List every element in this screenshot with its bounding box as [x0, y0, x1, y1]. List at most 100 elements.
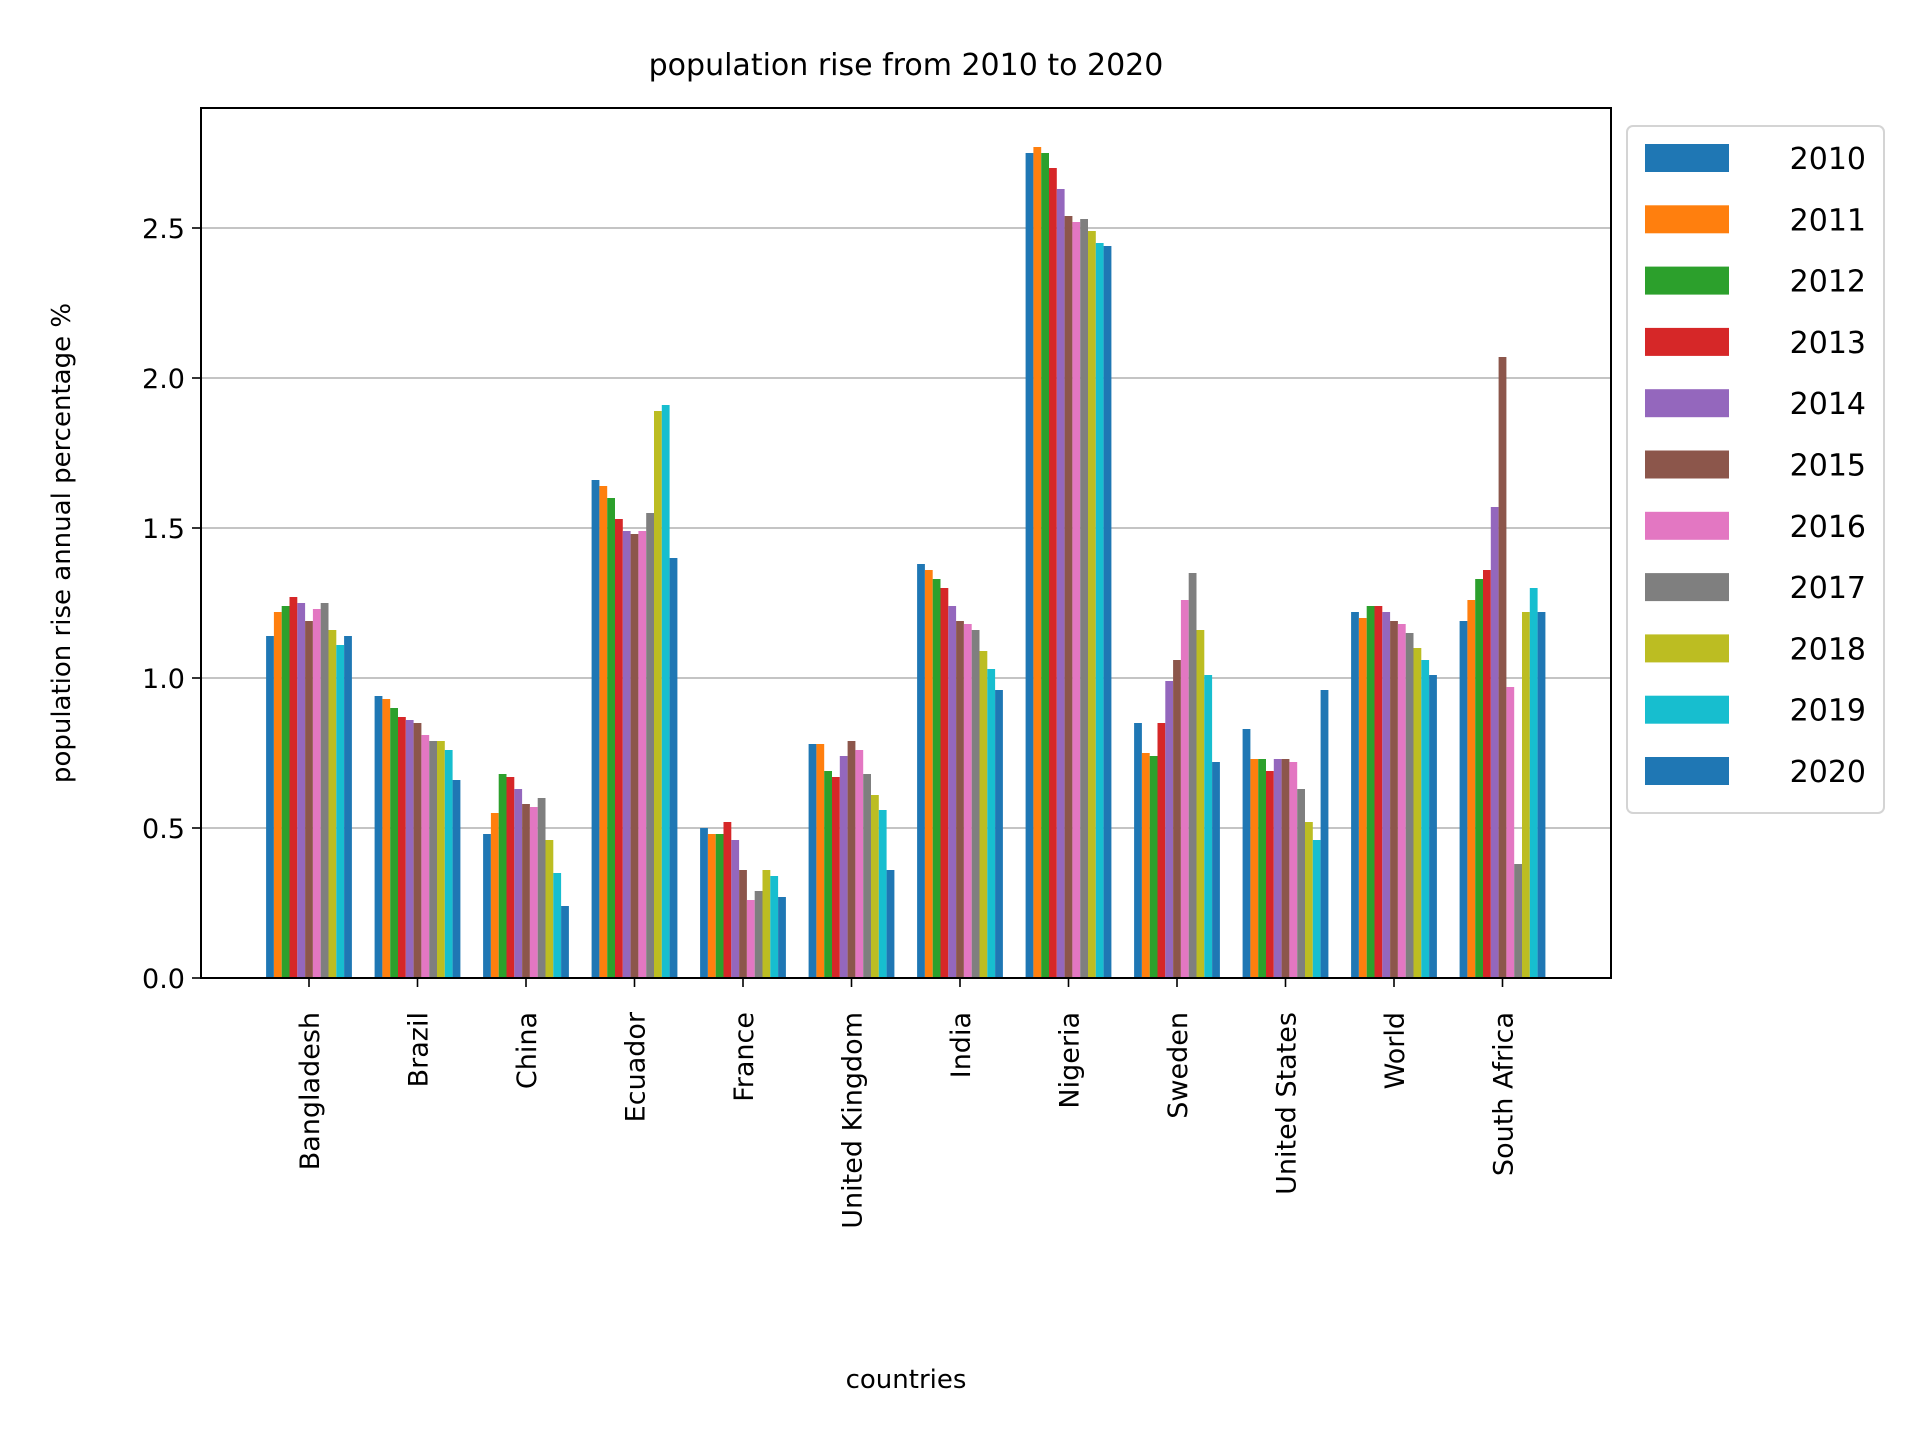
bar — [374, 696, 383, 978]
bar — [669, 558, 678, 978]
bar — [1134, 723, 1142, 978]
bar — [924, 570, 933, 978]
bar — [700, 828, 708, 978]
bar — [529, 807, 538, 978]
bar — [646, 513, 654, 978]
legend-label: 2016 — [1790, 510, 1866, 545]
legend-swatch — [1645, 266, 1729, 295]
bar — [715, 834, 724, 978]
legend-swatch — [1645, 695, 1729, 724]
bar — [1397, 624, 1406, 978]
bar — [739, 870, 747, 978]
bar — [1382, 612, 1391, 978]
bar — [1281, 759, 1290, 978]
bar — [1266, 771, 1274, 978]
bar — [1149, 756, 1158, 978]
bar — [1033, 147, 1042, 978]
bar — [281, 606, 290, 978]
bar — [305, 621, 313, 978]
bars — [266, 147, 1546, 978]
bar — [1173, 660, 1181, 978]
bar — [506, 777, 515, 978]
legend-label: 2014 — [1790, 387, 1866, 422]
bar — [661, 405, 670, 978]
bar — [545, 840, 554, 978]
bar — [1258, 759, 1266, 978]
plot-frame — [200, 107, 1612, 979]
bar — [522, 804, 530, 978]
legend-swatch — [1645, 573, 1729, 602]
x-tick-label: United States — [1272, 1012, 1303, 1195]
bar — [1157, 723, 1166, 978]
bar — [444, 750, 453, 978]
bar — [1506, 687, 1515, 978]
bar — [1514, 864, 1522, 978]
bar — [1459, 621, 1468, 978]
legend-label: 2020 — [1790, 755, 1866, 790]
bar — [871, 795, 879, 978]
bar — [1080, 219, 1088, 978]
y-tick-label: 2.5 — [142, 214, 185, 245]
bar — [320, 603, 329, 978]
bar — [591, 480, 600, 978]
bar — [723, 822, 732, 978]
bar — [832, 777, 840, 978]
bar — [1522, 612, 1530, 978]
legend-label: 2015 — [1790, 449, 1866, 484]
bar — [437, 741, 445, 978]
y-axis-label: population rise annual percentage % — [47, 303, 77, 783]
bar — [878, 810, 887, 978]
bar — [599, 486, 608, 978]
bar — [490, 813, 499, 978]
bar — [824, 771, 832, 978]
bar — [1064, 216, 1073, 978]
x-tick-label: United Kingdom — [838, 1012, 869, 1229]
bar — [987, 669, 996, 978]
bar — [1273, 759, 1282, 978]
bar — [1467, 600, 1476, 978]
bar — [995, 690, 1003, 978]
legend-swatch — [1645, 450, 1729, 479]
bar — [707, 834, 716, 978]
bar — [1312, 840, 1321, 978]
x-tick-label: Bangladesh — [295, 1012, 326, 1170]
legend-swatch — [1645, 634, 1729, 663]
legend-swatch — [1645, 757, 1729, 785]
bar — [1041, 153, 1049, 978]
bar — [917, 564, 925, 978]
bar — [483, 834, 491, 978]
bar — [1180, 600, 1189, 978]
x-tick-label: South Africa — [1489, 1012, 1520, 1176]
bar — [405, 720, 414, 978]
bar — [1025, 153, 1034, 978]
legend-label: 2011 — [1790, 203, 1866, 238]
bar — [1413, 648, 1422, 978]
bar — [1537, 612, 1546, 978]
bar — [1483, 570, 1491, 978]
bar — [1289, 762, 1298, 978]
axis-ticks: 0.0 0.5 1.0 1.5 2.0 2.5 Bangladesh Brazil China E… — [142, 214, 1519, 1229]
bar — [1358, 618, 1367, 978]
legend-swatch — [1645, 327, 1729, 356]
bar — [932, 579, 941, 978]
bar — [770, 876, 779, 978]
bar — [847, 741, 856, 978]
bar — [963, 624, 972, 978]
legend-label: 2018 — [1790, 632, 1866, 667]
bar — [1056, 189, 1065, 978]
bar — [886, 870, 895, 978]
bar — [1088, 231, 1096, 978]
bar — [1405, 633, 1414, 978]
x-tick-label: Ecuador — [621, 1011, 652, 1122]
bar — [948, 606, 957, 978]
bar — [754, 891, 763, 978]
bar — [1204, 675, 1213, 978]
bar — [398, 717, 406, 978]
bar — [1366, 606, 1375, 978]
bar — [607, 498, 615, 978]
bar — [514, 789, 523, 978]
legend-label: 2013 — [1790, 326, 1866, 361]
bar — [1297, 789, 1305, 978]
legend-label: 2010 — [1790, 142, 1866, 177]
legend-label: 2017 — [1790, 571, 1866, 606]
